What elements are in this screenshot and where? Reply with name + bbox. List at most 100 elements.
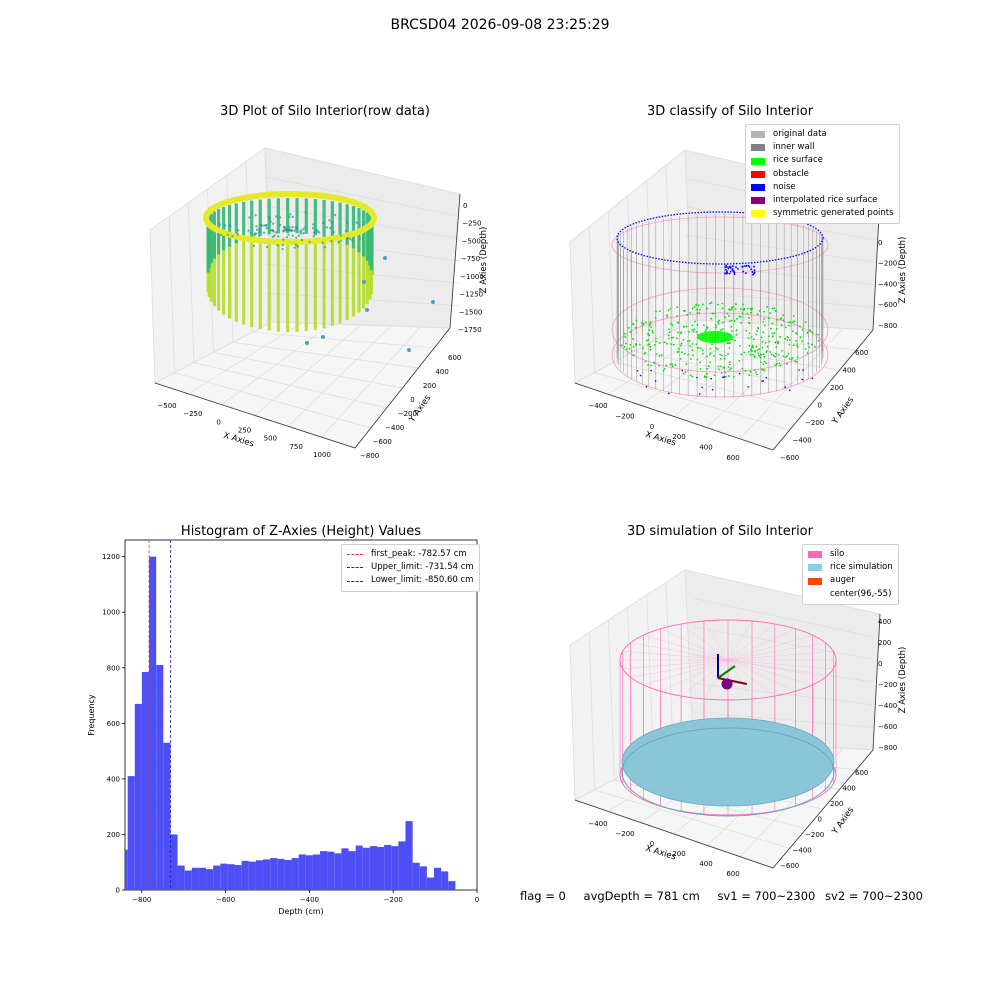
raw-data-point: [314, 231, 318, 234]
rice-surface-point: [692, 330, 695, 333]
rice-surface-point: [684, 370, 687, 373]
raw-data-point: [302, 227, 305, 231]
raw-data-point: [283, 225, 286, 229]
silo-wire-spoke: [681, 659, 729, 697]
rice-surface-point: [682, 372, 685, 375]
rice-surface-point: [627, 326, 630, 329]
rice-surface-point: [647, 364, 650, 366]
grid-line: [665, 165, 674, 331]
x-tick-label: −600: [216, 896, 235, 904]
rice-surface-point: [718, 368, 720, 371]
raw-data-point: [259, 223, 262, 227]
noise-point: [639, 374, 642, 377]
raw-data-point: [271, 235, 274, 239]
raw-data-point: [291, 215, 294, 219]
rice-surface-point: [694, 320, 696, 323]
silo-wire-spoke: [727, 620, 753, 661]
rice-surface-point: [704, 376, 707, 379]
rice-surface-point: [748, 316, 750, 319]
grid-line: [588, 226, 596, 373]
raw-data-point: [350, 239, 354, 242]
rice-surface-point: [780, 324, 783, 327]
raw-data-point: [287, 233, 290, 236]
histogram-bar: [191, 867, 199, 890]
rice-surface-point: [732, 375, 735, 378]
rice-surface-point: [811, 331, 814, 334]
auger-center-marker: [721, 678, 733, 690]
noise-point: [798, 369, 800, 371]
histogram-bar: [377, 846, 385, 890]
rice-surface-point: [796, 345, 799, 348]
y-tick-label: −400: [793, 437, 812, 445]
noise-point: [725, 264, 728, 267]
rice-surface-point: [702, 324, 705, 327]
rice-surface-point: [686, 314, 689, 316]
legend-entry: inner wall: [751, 141, 894, 154]
rice-surface-point: [720, 329, 723, 332]
raw-data-point: [279, 216, 282, 219]
legend-line-swatch: [347, 580, 363, 582]
y-tick-label: 600: [855, 769, 868, 777]
grid-line: [187, 202, 195, 363]
rice-surface-point: [814, 346, 816, 348]
legend-swatch: [751, 157, 765, 165]
y-tick-label: −200: [398, 410, 417, 418]
rice-surface-point: [806, 331, 809, 334]
rice-simulation-edge: [621, 727, 835, 817]
raw-data-point: [218, 223, 221, 226]
rice-surface-point: [776, 341, 779, 344]
rice-surface-point: [634, 326, 637, 329]
rice-surface-point: [683, 352, 686, 355]
rice-surface-point: [779, 336, 781, 338]
histogram-bar: [177, 865, 185, 890]
legend-label: rice surface: [773, 155, 823, 166]
rice-surface-point: [642, 322, 645, 325]
legend-swatch: [751, 131, 765, 139]
y-tick-label: 1200: [102, 553, 120, 561]
rice-surface-point: [654, 317, 657, 319]
rice-surface-point: [671, 365, 674, 368]
x-axis-label: Depth (cm): [278, 907, 323, 916]
noise-point: [668, 392, 670, 395]
noise-point: [701, 386, 704, 389]
legend-label: inner wall: [773, 142, 815, 153]
histogram-bar: [405, 821, 413, 890]
histogram-bar: [369, 846, 378, 890]
raw-data-point: [219, 233, 223, 237]
histogram-bar: [248, 861, 256, 890]
histogram-bar: [291, 858, 299, 890]
noise-point: [811, 377, 814, 380]
rice-surface-point: [763, 324, 766, 327]
rice-surface-point: [691, 329, 694, 332]
rice-surface-point: [752, 353, 754, 356]
rice-surface-point: [779, 318, 782, 321]
legend-entry: symmetric generated points: [751, 207, 894, 220]
rice-surface-point: [786, 339, 789, 341]
rice-surface-point: [649, 345, 652, 348]
rice-surface-point: [689, 374, 692, 377]
raw-data-point: [291, 226, 294, 229]
noise-point: [731, 265, 734, 267]
raw-data-point: [311, 226, 315, 230]
rice-surface-point: [753, 356, 756, 359]
rice-surface-point: [775, 328, 778, 330]
rice-surface-point: [663, 341, 666, 344]
silo-wire-spoke: [660, 628, 729, 661]
histogram-bar: [277, 858, 285, 890]
raw-data-point: [337, 241, 340, 244]
rice-surface-point: [736, 317, 738, 320]
legend-entry: rice simulation: [808, 561, 893, 574]
z-axis-label: Z Axies (Depth): [479, 227, 489, 294]
legend-entry: silo: [808, 548, 893, 561]
histogram-bar: [348, 851, 356, 890]
legend-entry: auger: [808, 574, 893, 587]
histogram-bar: [213, 865, 221, 890]
y-tick-label: 200: [107, 831, 120, 839]
histogram-bar: [141, 671, 150, 890]
rice-surface-point: [709, 351, 712, 354]
panel4-3d-plot: −400−2000200400600−600−400−2000200400600…: [569, 569, 908, 878]
rice-surface-point: [648, 324, 651, 327]
rice-surface-point: [710, 317, 713, 320]
rice-surface-point: [706, 372, 708, 375]
rice-surface-point: [671, 324, 674, 326]
